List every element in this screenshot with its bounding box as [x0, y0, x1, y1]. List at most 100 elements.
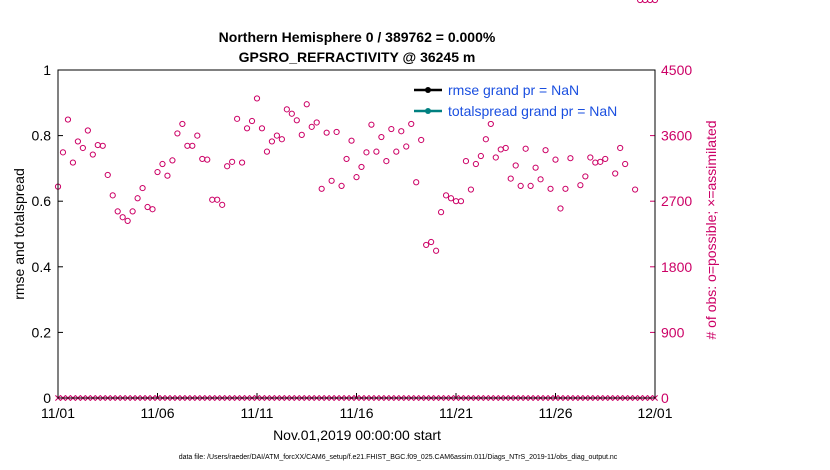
point-possible [612, 170, 619, 177]
y-tick-label-left: 0.6 [32, 193, 52, 209]
point-possible [388, 125, 395, 133]
point-possible [378, 133, 385, 141]
point-possible [537, 176, 544, 183]
x-tick-label: 11/11 [241, 405, 274, 421]
point-possible [59, 149, 67, 156]
point-possible [582, 173, 589, 180]
point-possible [333, 128, 340, 136]
left-axis: 0 0.2 0.4 0.6 0.8 1 [32, 62, 63, 406]
point-possible [303, 101, 310, 108]
point-possible [328, 177, 335, 184]
y-tick-label-right: 900 [661, 324, 685, 340]
x-axis-label: Nov.01,2019 00:00:00 start [273, 427, 441, 443]
point-possible [477, 152, 484, 160]
legend-box [412, 79, 648, 121]
point-possible [224, 163, 231, 170]
point-possible [567, 155, 574, 162]
y-axis-label-right: # of obs: o=possible; ×=assimilated [703, 120, 719, 339]
point-possible [283, 106, 290, 113]
point-possible [119, 214, 126, 221]
point-possible [437, 209, 445, 216]
point-possible [442, 192, 450, 199]
point-possible [204, 156, 211, 163]
point-possible [467, 186, 475, 193]
y-tick-label-left: 1 [43, 62, 51, 78]
legend-marker-totalspread [425, 108, 431, 114]
point-possible [522, 145, 529, 152]
point-possible [636, 0, 644, 4]
point-possible [646, 0, 654, 4]
y-tick-label-left: 0 [43, 390, 51, 406]
point-possible [134, 195, 141, 202]
point-possible [462, 158, 470, 165]
point-possible [482, 136, 489, 143]
point-possible [288, 110, 295, 117]
point-possible [154, 168, 161, 176]
point-possible [293, 117, 300, 124]
x-tick-label: 11/01 [41, 405, 75, 421]
point-possible [557, 205, 564, 212]
chart-title: Northern Hemisphere 0 / 389762 = 0.000% [219, 29, 496, 45]
point-possible [164, 172, 171, 179]
x-tick-label: 11/21 [439, 405, 473, 421]
point-possible [318, 185, 325, 192]
point-possible [348, 137, 355, 144]
point-possible [393, 148, 400, 155]
point-possible [641, 0, 649, 4]
point-possible [418, 136, 425, 144]
point-possible [447, 195, 455, 202]
point-possible [149, 206, 156, 213]
point-possible [632, 186, 639, 193]
legend-marker-rmse [425, 87, 431, 93]
plot-frame [57, 69, 656, 399]
point-possible [617, 144, 624, 152]
point-possible [597, 158, 604, 165]
point-possible [398, 128, 405, 135]
point-possible [507, 175, 514, 182]
point-possible [602, 155, 609, 163]
point-possible [373, 148, 380, 155]
y-tick-label-left: 0.2 [32, 324, 52, 340]
chart-subtitle: GPSRO_REFRACTIVITY @ 36245 m [239, 49, 476, 65]
point-possible [109, 192, 116, 199]
point-possible [353, 174, 360, 181]
point-possible [179, 120, 186, 128]
point-possible [258, 125, 266, 132]
x-tick-label: 11/16 [340, 405, 374, 421]
point-possible [358, 163, 365, 171]
point-possible [547, 185, 554, 192]
point-possible [323, 129, 330, 136]
point-possible [517, 182, 524, 189]
point-possible [403, 143, 410, 150]
footnote: data file: /Users/raeder/DAI/ATM_forcXX/… [179, 454, 618, 461]
point-possible [278, 136, 285, 143]
point-possible [487, 120, 494, 128]
point-possible [268, 138, 276, 145]
point-possible [457, 198, 465, 205]
point-possible [408, 120, 415, 128]
point-possible [472, 160, 479, 168]
point-possible [144, 203, 151, 211]
point-possible [159, 160, 166, 168]
point-possible [79, 144, 86, 152]
y-axis-label-left: rmse and totalspread [11, 168, 27, 300]
point-possible [313, 119, 320, 126]
point-possible [423, 241, 430, 249]
point-possible [552, 156, 559, 163]
point-possible [622, 160, 629, 168]
y-tick-label-left: 0.4 [32, 259, 52, 275]
point-possible [234, 115, 241, 122]
x-tick-label: 11/06 [141, 405, 175, 421]
point-possible [368, 121, 375, 128]
point-possible [428, 238, 435, 246]
point-possible [129, 208, 136, 215]
legend: rmse grand pr = NaN totalspread grand pr… [412, 79, 648, 121]
point-possible [248, 117, 256, 125]
point-possible [169, 157, 176, 164]
point-possible [532, 164, 539, 171]
point-possible [104, 171, 111, 179]
y-tick-label-left: 0.8 [32, 128, 52, 144]
y-tick-label-right: 3600 [661, 128, 692, 144]
point-possible [139, 184, 146, 192]
point-possible [99, 142, 106, 149]
